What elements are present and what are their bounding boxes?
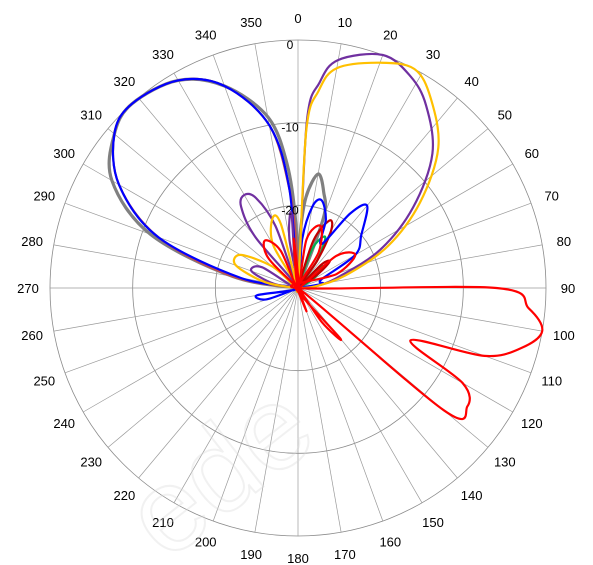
angle-label-160: 160 [379,535,401,550]
grid-spoke-150 [297,287,423,503]
angle-label-30: 30 [426,47,440,62]
angle-label-350: 350 [240,15,262,30]
ring-label-2: -20 [281,203,299,217]
grid-spoke-280 [53,244,299,289]
angle-label-70: 70 [544,189,558,204]
angle-label-110: 110 [541,373,562,388]
angle-label-270: 270 [17,281,39,296]
watermark: ede [101,358,337,565]
angle-label-0: 0 [294,11,301,26]
angle-label-40: 40 [464,74,478,89]
grid-spoke-310 [107,128,299,289]
angle-label-310: 310 [80,107,102,122]
angle-tick-labels: 0 10 20 30 40 50 60 70 80 90 100 110 120 130 140 150 160… [17,11,575,565]
angle-label-80: 80 [557,234,571,249]
grid-spoke-220 [138,287,299,479]
grid-spoke-110 [297,287,532,374]
angle-label-190: 190 [240,547,262,562]
angle-label-250: 250 [33,373,55,388]
grid-spoke-290 [64,202,299,289]
ring-label-0: 0 [287,38,294,52]
grid-spoke-160 [297,287,384,522]
angle-label-290: 290 [33,189,55,204]
angle-label-10: 10 [338,15,352,30]
grid-spoke-170 [297,287,342,533]
grid-spoke-190 [254,287,299,533]
angle-label-260: 260 [21,328,43,343]
radial-tick-labels: 0 -10 -20 [281,38,299,217]
grid-spoke-200 [212,287,299,522]
angle-label-320: 320 [114,74,136,89]
angle-label-330: 330 [152,47,174,62]
ring-label-1: -10 [281,121,299,135]
series-line-1 [107,77,328,290]
angle-label-220: 220 [114,488,136,503]
angle-label-300: 300 [53,146,75,161]
angle-label-140: 140 [461,488,483,503]
grid-spoke-250 [64,287,299,374]
grid-spoke-100 [297,287,543,332]
angle-label-210: 210 [152,515,174,530]
angle-label-120: 120 [521,416,543,431]
angle-label-60: 60 [525,146,539,161]
angle-label-340: 340 [195,27,217,42]
angle-label-130: 130 [494,455,516,470]
angle-label-280: 280 [21,234,43,249]
series-line-4 [232,61,440,293]
grid-spoke-80 [297,244,543,289]
angle-label-180: 180 [287,551,309,565]
angle-label-90: 90 [561,281,575,296]
grid-spoke-240 [83,287,299,413]
series-line-5 [262,224,544,421]
angle-label-100: 100 [553,328,575,343]
angle-label-230: 230 [80,455,102,470]
angle-label-200: 200 [195,535,217,550]
angle-label-50: 50 [498,107,512,122]
angle-label-150: 150 [422,515,444,530]
angle-label-240: 240 [53,416,75,431]
grid-spoke-210 [173,287,299,503]
grid-spoke-230 [107,287,299,448]
angle-label-20: 20 [383,27,397,42]
series-layer [107,52,544,421]
angle-label-170: 170 [334,547,356,562]
grid-spoke-120 [297,287,513,413]
